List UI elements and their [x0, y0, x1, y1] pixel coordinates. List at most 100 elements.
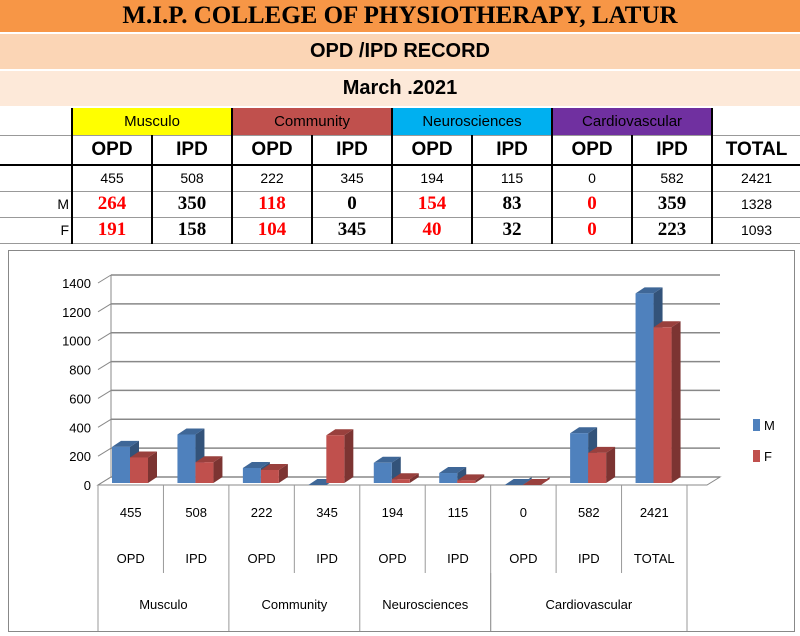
y-tick-label: 200: [69, 449, 91, 464]
category-cardiovascular: Cardiovascular: [551, 108, 713, 136]
record-title: OPD /IPD RECORD: [0, 34, 800, 71]
bar-m: [439, 473, 458, 483]
record-table: Musculo Community Neurosciences Cardiova…: [0, 108, 800, 244]
bar-top: [112, 440, 139, 447]
bar-side: [148, 451, 157, 483]
column-header: IPD: [631, 135, 713, 166]
column-header: IPD: [311, 135, 393, 166]
bar-side: [475, 474, 485, 483]
value-cell: 345: [311, 217, 393, 244]
x-value-label: 2421: [640, 505, 669, 520]
bar-f: [653, 327, 672, 483]
y-tick-label: 1200: [62, 305, 91, 320]
gridline-depth: [97, 390, 112, 399]
group-label: Neurosciences: [382, 597, 468, 612]
bar-side: [671, 321, 681, 483]
row-label: M: [0, 191, 72, 218]
y-tick-label: 1400: [62, 276, 91, 291]
total-cell: 115: [471, 165, 553, 192]
value-cell: 40: [391, 217, 473, 244]
bar-chart-3d: 0 200 400 600 800 1000 1200 1400 455 OPD 508 IPD 222…: [62, 274, 775, 631]
y-tick-label: 600: [69, 391, 91, 406]
chart: 0 200 400 600 800 1000 1200 1400 455 OPD 508 IPD 222…: [8, 250, 795, 632]
bar-top: [195, 456, 223, 463]
value-cell: 350: [150, 191, 233, 218]
x-value-label: 508: [185, 505, 207, 520]
group-label: Musculo: [139, 597, 187, 612]
column-header: OPD: [71, 135, 152, 166]
total-cell: 345: [311, 165, 393, 192]
value-cell: 0: [551, 217, 633, 244]
gridline-depth: [97, 447, 112, 457]
column-header: OPD: [231, 135, 313, 166]
college-title: M.I.P. COLLEGE OF PHYSIOTHERAPY, LATUR: [0, 0, 800, 34]
empty-cell: [0, 165, 72, 192]
x-value-label: 582: [578, 505, 600, 520]
column-header: OPD: [551, 135, 633, 166]
value-cell: 264: [71, 191, 152, 218]
bar-m: [635, 293, 654, 483]
x-type-label: IPD: [447, 551, 469, 566]
x-type-label: OPD: [248, 551, 276, 566]
y-tick-label: 1000: [62, 334, 91, 349]
row-label: F: [0, 217, 72, 244]
total-cell: 0: [551, 165, 633, 192]
x-value-label: 0: [520, 505, 527, 520]
column-header: TOTAL: [711, 135, 800, 166]
category-community: Community: [231, 108, 393, 136]
bar-f: [457, 480, 476, 483]
bar-top: [260, 463, 288, 470]
y-tick-label: 400: [69, 420, 91, 435]
category-neurosciences: Neurosciences: [391, 108, 553, 136]
x-value-label: 455: [120, 505, 142, 520]
value-cell: 154: [391, 191, 473, 218]
y-tick-label: 0: [84, 478, 91, 493]
gridline-depth: [97, 274, 112, 284]
empty-cell: [0, 135, 72, 166]
bar-m: [242, 467, 261, 483]
column-header: IPD: [150, 135, 233, 166]
bar-top: [391, 473, 419, 480]
legend-label: F: [764, 449, 772, 464]
bar-top: [177, 428, 205, 435]
column-header: IPD: [471, 135, 553, 166]
bar-f: [588, 452, 607, 483]
legend-swatch-m: [753, 419, 760, 431]
x-value-label: 194: [382, 505, 404, 520]
legend-swatch-f: [753, 450, 760, 462]
bar-top: [373, 456, 401, 463]
value-cell: 32: [471, 217, 553, 244]
empty-cell: [0, 108, 72, 136]
total-cell: 2421: [711, 165, 800, 192]
x-type-label: IPD: [578, 551, 600, 566]
bar-side: [278, 463, 288, 483]
value-cell: 191: [71, 217, 152, 244]
value-cell: 1093: [711, 217, 800, 244]
value-cell: 118: [231, 191, 313, 218]
gridline-depth: [97, 361, 112, 370]
group-label: Community: [261, 597, 327, 612]
bar-side: [213, 456, 223, 483]
bar-top: [588, 446, 616, 453]
value-cell: 83: [471, 191, 553, 218]
x-type-label: IPD: [316, 551, 338, 566]
category-musculo: Musculo: [70, 108, 233, 136]
value-cell: 0: [311, 191, 393, 218]
total-cell: 222: [231, 165, 313, 192]
bar-top: [653, 321, 681, 328]
empty-cell: [711, 108, 800, 136]
bar-top: [326, 429, 354, 436]
value-cell: 1328: [711, 191, 800, 218]
x-type-label: OPD: [509, 551, 537, 566]
gridline-depth: [97, 332, 112, 342]
bar-f: [130, 457, 148, 483]
x-value-label: 115: [448, 505, 469, 520]
x-type-label: OPD: [117, 551, 145, 566]
value-cell: 104: [231, 217, 313, 244]
gridline-depth: [97, 418, 112, 428]
bar-top: [522, 479, 550, 485]
floor: [96, 476, 722, 486]
bar-m: [373, 462, 392, 483]
period-title: March .2021: [0, 71, 800, 108]
value-cell: 158: [150, 217, 233, 244]
